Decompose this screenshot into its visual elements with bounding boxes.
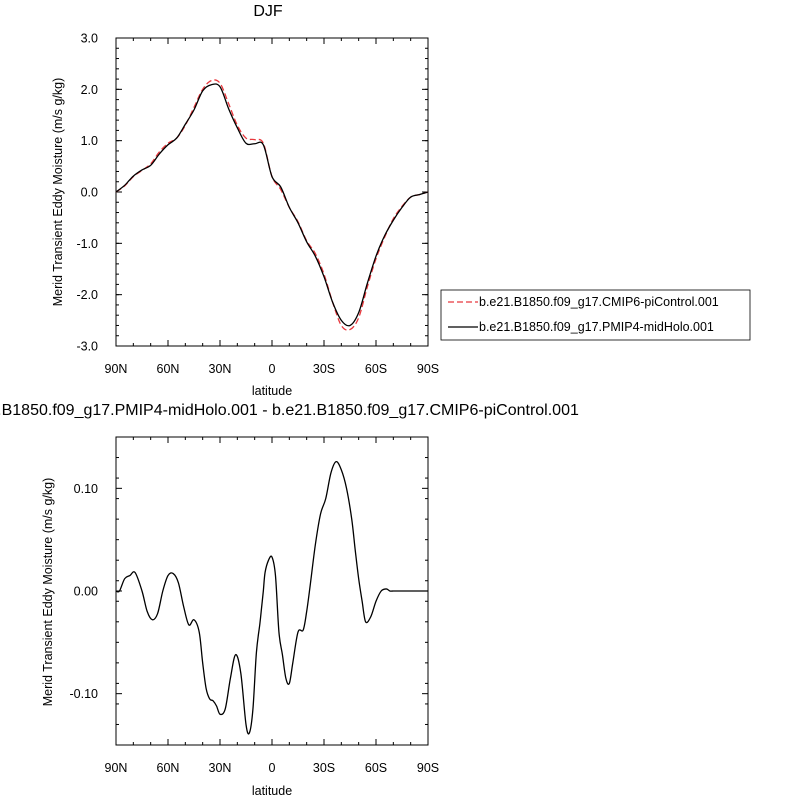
legend-label-midholo: b.e21.B1850.f09_g17.PMIP4-midHolo.001 <box>479 320 714 334</box>
bottom-x-tick-label: 90N <box>105 761 128 775</box>
top-y-tick-label: -2.0 <box>76 288 98 302</box>
top-x-tick-label: 90S <box>417 362 439 376</box>
top-chart-panel: DJF 90N 60N 30N 0 30S 60S 90S -3.0 -2.0 -1.0 0.0 1.… <box>51 3 439 398</box>
top-x-tick-label: 60N <box>157 362 180 376</box>
top-series-line-0 <box>115 79 429 331</box>
top-series-line-1 <box>115 83 429 327</box>
top-x-tick-label: 90N <box>105 362 128 376</box>
bottom-x-tick-label: 90S <box>417 761 439 775</box>
bottom-x-tick-label: 0 <box>269 761 276 775</box>
top-chart-frame <box>115 37 429 347</box>
top-x-tick-label: 30S <box>313 362 335 376</box>
bottom-chart-title: b.e21.B1850.f09_g17.PMIP4-midHolo.001 - … <box>0 402 579 419</box>
top-y-tick-label: -1.0 <box>76 237 98 251</box>
bottom-chart-panel: b.e21.B1850.f09_g17.PMIP4-midHolo.001 - … <box>0 402 579 798</box>
bottom-x-tick-label: 60S <box>365 761 387 775</box>
legend-label-picontrol: b.e21.B1850.f09_g17.CMIP6-piControl.001 <box>479 295 719 309</box>
top-y-tick-label: 1.0 <box>81 134 98 148</box>
top-y-tick-label: 3.0 <box>81 32 98 46</box>
bottom-y-axis-label: Merid Transient Eddy Moisture (m/s g/kg) <box>41 478 55 707</box>
top-x-tick-label: 30N <box>209 362 232 376</box>
top-x-tick-label: 0 <box>269 362 276 376</box>
bottom-x-tick-label: 60N <box>157 761 180 775</box>
top-chart-title: DJF <box>253 3 283 20</box>
bottom-series-line-0 <box>115 460 428 735</box>
legend: b.e21.B1850.f09_g17.CMIP6-piControl.001 … <box>440 289 751 341</box>
bottom-x-tick-label: 30S <box>313 761 335 775</box>
bottom-y-tick-label: 0.00 <box>74 585 98 599</box>
bottom-x-tick-label: 30N <box>209 761 232 775</box>
bottom-x-axis-label: latitude <box>252 784 292 798</box>
top-y-tick-label: 2.0 <box>81 83 98 97</box>
top-y-tick-label: -3.0 <box>76 340 98 354</box>
legend-box <box>440 289 751 341</box>
bottom-y-tick-label: 0.10 <box>74 482 98 496</box>
top-x-tick-label: 60S <box>365 362 387 376</box>
top-x-axis-label: latitude <box>252 384 292 398</box>
top-y-axis-label: Merid Transient Eddy Moisture (m/s g/kg) <box>51 78 65 307</box>
top-y-tick-label: 0.0 <box>81 186 98 200</box>
bottom-y-tick-label: -0.10 <box>70 687 99 701</box>
